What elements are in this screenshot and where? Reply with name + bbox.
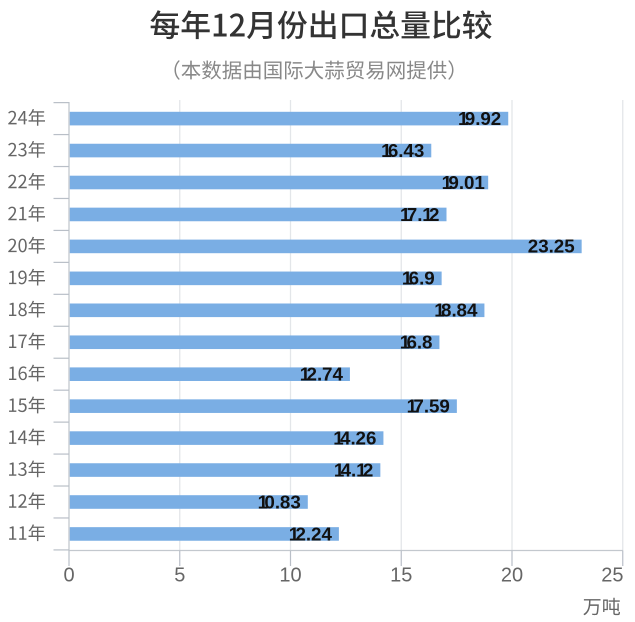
svg-text:25: 25: [601, 565, 623, 587]
svg-text:10.83: 10.83: [258, 491, 301, 512]
svg-text:23.25: 23.25: [528, 236, 575, 257]
svg-text:14.26: 14.26: [333, 427, 376, 448]
svg-text:16.8: 16.8: [400, 332, 433, 353]
svg-text:20: 20: [501, 565, 523, 587]
svg-text:19.01: 19.01: [442, 172, 485, 193]
svg-text:17.12: 17.12: [400, 204, 440, 225]
svg-text:16.9: 16.9: [402, 268, 435, 289]
svg-text:19.92: 19.92: [458, 108, 501, 129]
svg-text:10: 10: [279, 565, 301, 587]
svg-text:5: 5: [174, 565, 185, 587]
svg-text:14.12: 14.12: [334, 459, 374, 480]
svg-text:16.43: 16.43: [381, 140, 424, 161]
svg-text:12.74: 12.74: [300, 364, 344, 385]
svg-text:0: 0: [63, 565, 74, 587]
svg-text:15: 15: [390, 565, 412, 587]
svg-text:12.24: 12.24: [289, 523, 333, 544]
svg-text:17.59: 17.59: [407, 395, 450, 416]
svg-text:18.84: 18.84: [434, 300, 478, 321]
